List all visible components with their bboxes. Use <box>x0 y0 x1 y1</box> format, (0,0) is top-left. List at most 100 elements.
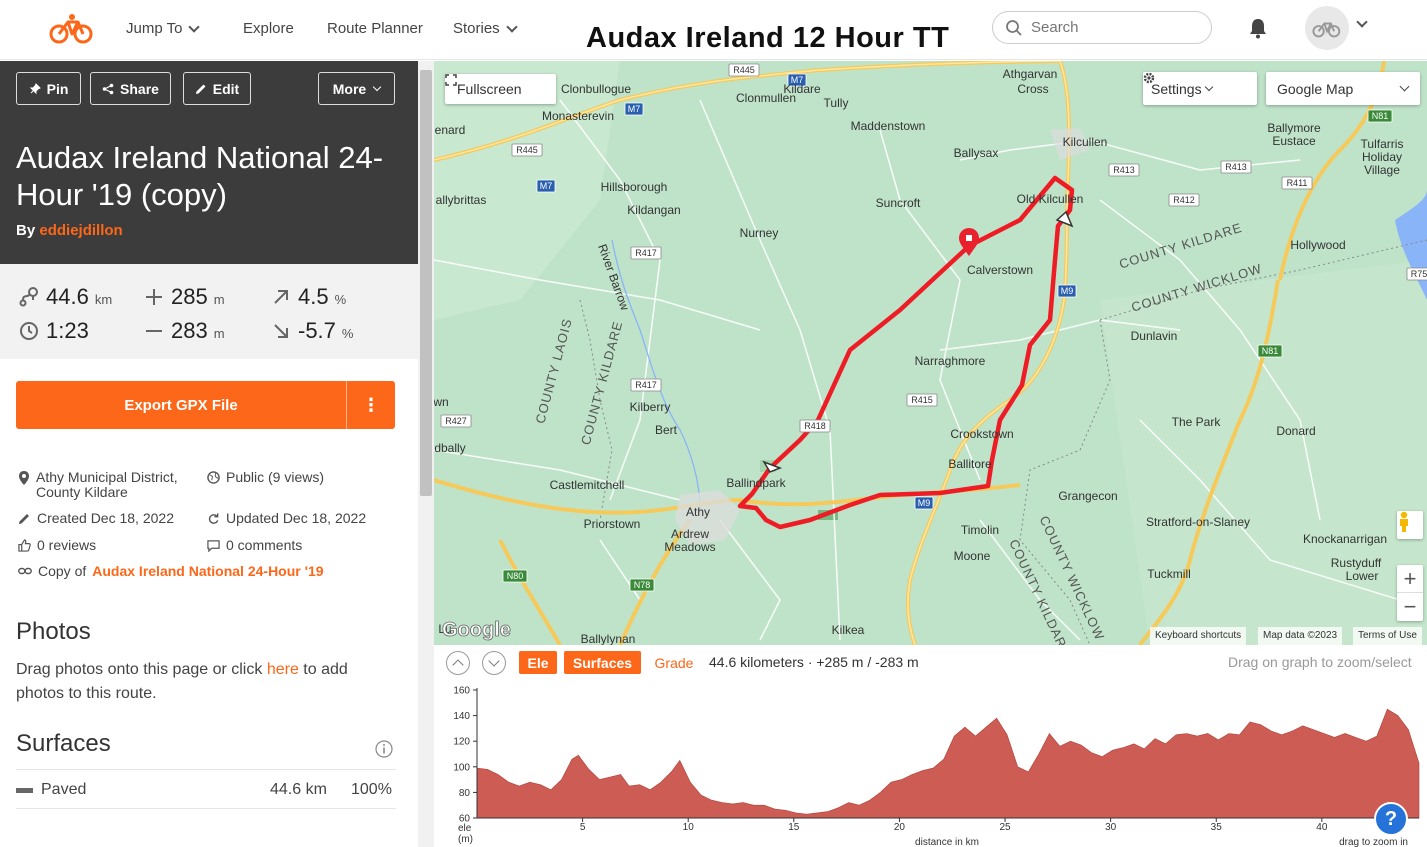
y-tick-label: 60 <box>459 814 471 825</box>
road-shield-box <box>1281 176 1313 190</box>
sidebar-scrollbar-thumb[interactable] <box>420 70 432 496</box>
pin-button[interactable]: Pin <box>16 72 81 105</box>
start-marker-icon[interactable] <box>959 228 979 256</box>
zoom-control: + − <box>1397 565 1423 621</box>
nav-explore[interactable]: Explore <box>243 20 294 37</box>
place-label: Ballylynan <box>581 632 636 645</box>
keyboard-shortcuts-link[interactable]: Keyboard shortcuts <box>1150 627 1247 645</box>
refresh-icon <box>208 513 219 524</box>
expand-down-button[interactable] <box>482 651 506 675</box>
fullscreen-button[interactable]: Fullscreen <box>445 74 556 104</box>
info-icon[interactable] <box>375 740 393 758</box>
avatar-chevron-down-icon[interactable] <box>1356 16 1368 28</box>
road-shield-label: R417 <box>635 380 657 390</box>
place-label: Holiday <box>1362 150 1402 164</box>
notifications-bell-icon[interactable] <box>1246 16 1270 40</box>
road-shield-label: N80 <box>507 571 524 581</box>
original-route-link[interactable]: Audax Ireland National 24-Hour '19 <box>92 563 324 579</box>
map-type-select[interactable]: Google Map <box>1266 72 1420 105</box>
place-label: wn <box>434 395 449 409</box>
export-options-button[interactable]: ⋮ <box>362 394 380 415</box>
fullscreen-icon <box>445 74 457 86</box>
direction-arrow-icon <box>762 460 783 473</box>
nav-jump-to[interactable]: Jump To <box>126 20 201 37</box>
google-logo: Google <box>442 619 511 641</box>
road-shield-label: R418 <box>804 421 826 431</box>
nav-route-planner[interactable]: Route Planner <box>327 20 423 37</box>
add-photos-link[interactable]: here <box>266 661 299 678</box>
x-tick-label: 10 <box>683 822 695 833</box>
surfaces-heading: Surfaces <box>16 730 111 757</box>
more-button[interactable]: More <box>318 72 395 105</box>
nav-stories[interactable]: Stories <box>453 20 518 37</box>
photos-text-before: Drag photos onto this page or click <box>16 661 267 678</box>
road-shield-box <box>1168 193 1200 207</box>
grade-down-value: -5.7 <box>298 318 336 343</box>
share-label: Share <box>120 80 159 97</box>
map-terrain-patch <box>434 61 620 320</box>
stat-elev-loss: 283 m <box>143 316 225 344</box>
minor-roads <box>434 99 1401 645</box>
elevation-hint: Drag on graph to zoom/select <box>1228 654 1412 670</box>
zoom-in-button[interactable]: + <box>1397 565 1423 593</box>
share-button[interactable]: Share <box>90 72 171 105</box>
search-box[interactable] <box>992 11 1212 44</box>
chevron-down-icon <box>188 20 201 33</box>
surface-distance: 44.6 km <box>270 781 327 798</box>
link-icon <box>18 567 32 575</box>
elevation-chart[interactable]: 60 80 100 120 140 160 5 10 15 20 25 30 35 40 ele (m)… <box>434 645 1427 847</box>
place-label: Tully <box>824 96 849 110</box>
ele-toggle[interactable]: Ele <box>519 651 557 674</box>
county-label: COUNTY LAOIS <box>532 316 575 425</box>
map-settings-button[interactable]: Settings <box>1143 72 1257 105</box>
help-button[interactable]: ? <box>1374 802 1408 836</box>
river-barrow-line <box>611 239 701 511</box>
meta-comments[interactable]: 0 comments <box>207 538 302 553</box>
zoom-out-button[interactable]: − <box>1403 594 1417 619</box>
photos-heading: Photos <box>16 618 91 645</box>
road-shields: R445 M7 M7 R445 M7 R413 R413 R411 R412 R417 M9 N81 R… <box>440 63 1427 592</box>
kilcullen-town-area <box>1050 128 1090 160</box>
place-label: Stratford-on-Slaney <box>1146 515 1250 529</box>
terms-of-use-link[interactable]: Terms of Use <box>1353 627 1422 645</box>
top-nav: Jump To Explore Route Planner Stories Au… <box>0 0 1427 60</box>
time-value: 1:23 <box>46 318 89 343</box>
route-header: Pin Share Edit More Audax Ireland Nation… <box>0 61 418 264</box>
surfaces-toggle[interactable]: Surfaces <box>564 651 641 674</box>
road-shield-box <box>787 73 807 87</box>
road-shield-label: R413 <box>1113 165 1135 175</box>
map-canvas[interactable]: R445 M7 M7 R445 M7 R413 R413 R411 R412 R417 M9 N81 R… <box>434 61 1427 645</box>
clock-icon <box>20 322 38 340</box>
street-view-pegman[interactable] <box>1397 511 1423 539</box>
x-axis-label: distance in km <box>915 837 979 847</box>
place-label: Athgarvan <box>1003 67 1058 81</box>
route-sidebar: Pin Share Edit More Audax Ireland Nation… <box>0 61 418 847</box>
ridewithgps-logo-icon[interactable] <box>48 12 96 46</box>
location-text: Athy Municipal District, County Kildare <box>36 469 178 500</box>
pegman-icon <box>1400 511 1408 532</box>
y-tick-label: 120 <box>453 737 470 748</box>
meta-reviews[interactable]: 0 reviews <box>18 538 96 553</box>
road-shield-box <box>906 393 938 407</box>
road-shield-label: R411 <box>1287 178 1308 188</box>
route-line[interactable] <box>737 175 1075 530</box>
author-link[interactable]: eddiejdillon <box>39 222 123 239</box>
road-shield-box <box>624 102 644 116</box>
grade-up-unit: % <box>334 292 347 307</box>
collapse-up-button[interactable] <box>446 651 470 675</box>
edit-button[interactable]: Edit <box>183 72 251 105</box>
export-gpx-button[interactable]: Export GPX File <box>124 396 238 414</box>
nav-stories-label: Stories <box>453 20 500 37</box>
meta-updated: Updated Dec 18, 2022 <box>207 511 366 526</box>
place-label: Monasterevin <box>542 109 614 123</box>
elev-gain-value: 285 <box>171 284 208 309</box>
search-input[interactable] <box>1031 19 1191 36</box>
surface-row-paved: Paved 44.6 km 100% <box>16 769 396 809</box>
chevron-down-icon <box>1204 82 1213 91</box>
route-map[interactable]: R445 M7 M7 R445 M7 R413 R413 R411 R412 R417 M9 N81 R… <box>434 61 1427 645</box>
map-data-credit: Map data ©2023 <box>1258 627 1343 645</box>
grade-toggle[interactable]: Grade <box>654 654 694 671</box>
by-label: By <box>16 222 36 239</box>
user-avatar[interactable] <box>1305 6 1349 50</box>
road-shield-box <box>502 569 528 583</box>
